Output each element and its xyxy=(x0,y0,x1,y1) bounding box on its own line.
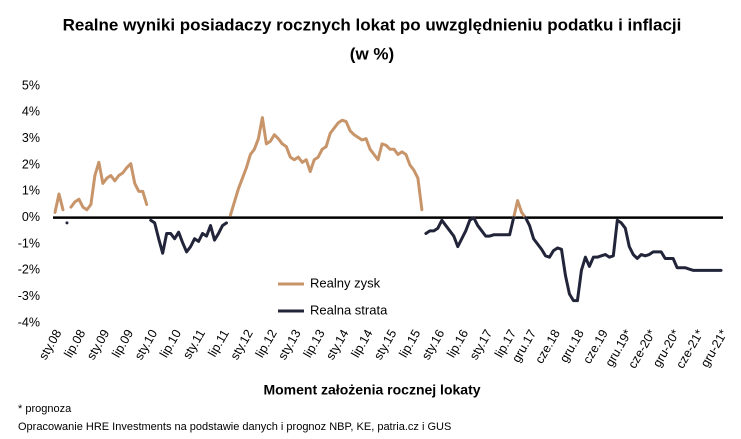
y-tick-label: 2% xyxy=(22,157,40,171)
series-line xyxy=(512,199,528,220)
series-line xyxy=(228,116,424,217)
y-tick-label: 4% xyxy=(22,105,40,119)
x-tick-label: sty.12 xyxy=(228,327,256,362)
y-tick-label: 5% xyxy=(22,78,40,92)
y-tick-label: 3% xyxy=(22,131,40,145)
legend-label: Realny zysk xyxy=(310,275,381,290)
x-tick-label: sty.16 xyxy=(419,327,447,362)
series-point xyxy=(65,221,69,225)
footnote: Opracowanie HRE Investments na podstawie… xyxy=(18,421,451,433)
legend-label: Realna strata xyxy=(310,302,388,317)
y-tick-label: 1% xyxy=(22,184,40,198)
x-tick-label: sty.10 xyxy=(132,327,160,362)
series-line xyxy=(424,216,516,249)
x-tick-label: sty.09 xyxy=(84,327,112,362)
y-tick-label: -1% xyxy=(18,236,40,250)
series-line xyxy=(149,218,228,255)
footnote: * prognoza xyxy=(18,403,72,415)
x-tick-label: sty.17 xyxy=(467,327,495,362)
series-line xyxy=(524,216,723,303)
x-tick-label: cze.18 xyxy=(532,327,563,366)
x-tick-label: sty.13 xyxy=(275,327,303,362)
x-tick-label: sty.11 xyxy=(180,327,208,361)
y-tick-label: -3% xyxy=(18,289,40,303)
x-tick-label: sty.08 xyxy=(36,327,64,362)
series-line xyxy=(53,192,65,214)
x-tick-label: sty.14 xyxy=(323,327,351,362)
y-tick-label: 0% xyxy=(22,210,40,224)
y-tick-label: -2% xyxy=(18,263,40,277)
x-axis-title: Moment założenia rocznej lokaty xyxy=(263,382,480,398)
x-tick-label: sty.15 xyxy=(371,327,399,362)
y-tick-label: -4% xyxy=(18,315,40,329)
series-line xyxy=(69,160,149,212)
chart-title: Realne wyniki posiadaczy rocznych lokat … xyxy=(63,15,682,34)
chart-title: (w %) xyxy=(350,44,394,63)
